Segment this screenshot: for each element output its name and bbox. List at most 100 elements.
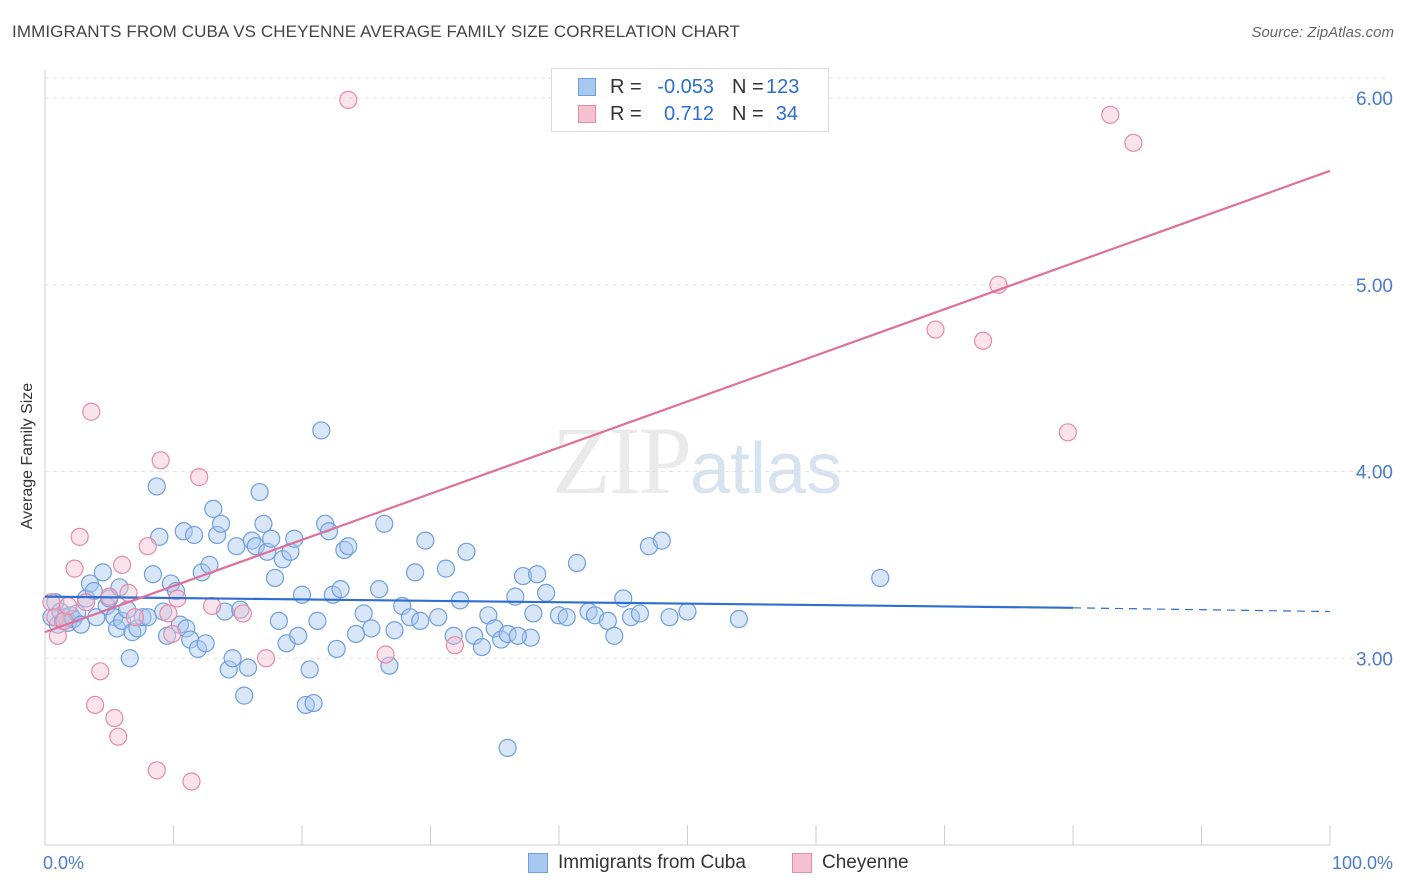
legend-r-value: -0.053	[657, 75, 714, 98]
cheyenne-point	[163, 624, 182, 644]
cuba-point	[223, 649, 242, 668]
x-tick-label: 0.0%	[43, 853, 84, 873]
cuba-point	[250, 482, 269, 502]
cuba-point	[304, 693, 323, 713]
cuba-point	[93, 563, 112, 582]
cheyenne-point	[125, 608, 145, 627]
cuba-point	[235, 686, 254, 705]
cuba-point	[227, 537, 246, 556]
cuba-point	[133, 608, 152, 627]
cheyenne-point	[202, 596, 222, 616]
cheyenne-point	[138, 537, 157, 556]
cuba-point	[300, 660, 319, 679]
cuba-point	[630, 604, 650, 623]
cuba-point	[346, 624, 366, 644]
cuba-point	[120, 649, 139, 668]
cuba-point	[354, 604, 373, 623]
bottom-legend-cheyenne: Cheyenne	[792, 852, 909, 874]
cheyenne-point	[233, 604, 252, 623]
cuba-point	[265, 568, 285, 588]
cheyenne-trend-line	[44, 169, 1331, 634]
legend-swatch-blue	[578, 78, 596, 96]
cheyenne-point	[82, 402, 101, 421]
cheyenne-point	[256, 649, 276, 668]
cuba-point	[370, 580, 389, 599]
cuba-point	[621, 608, 641, 627]
cuba-point	[339, 537, 358, 556]
cuba-point	[385, 621, 404, 640]
cuba-point	[508, 626, 527, 645]
cheyenne-point	[65, 559, 84, 578]
cuba-point	[498, 738, 517, 757]
cuba-point	[262, 529, 281, 548]
cuba-point	[196, 634, 215, 653]
cheyenne-point	[190, 468, 209, 487]
cuba-point	[174, 522, 193, 541]
cheyenne-point	[112, 555, 132, 574]
cuba-point	[204, 499, 223, 518]
cuba-point	[444, 626, 463, 645]
cuba-point	[605, 626, 624, 645]
cuba-point	[557, 608, 576, 627]
cuba-point	[331, 580, 350, 599]
cheyenne-point	[973, 331, 993, 350]
legend-box: R = -0.053 N = 123 R = 0.712 N = 34	[551, 68, 829, 132]
bottom-legend-label: Immigrants from Cuba	[558, 852, 746, 873]
cuba-trend-line	[44, 595, 1074, 609]
cheyenne-point	[46, 608, 65, 627]
bottom-legend-swatch-blue	[528, 853, 548, 873]
cuba-point	[128, 619, 147, 638]
y-tick-label: 4.00	[1356, 463, 1393, 484]
cheyenne-point	[182, 772, 201, 791]
cuba-trend-line-extension	[1072, 607, 1331, 613]
legend-swatch-pink	[578, 105, 596, 123]
cuba-point	[400, 608, 420, 627]
cuba-point	[614, 589, 633, 608]
cuba-point	[411, 611, 430, 631]
chart-title: IMMIGRANTS FROM CUBA VS CHEYENNE AVERAGE…	[12, 22, 741, 41]
cuba-point	[375, 514, 394, 533]
cuba-point	[292, 585, 312, 604]
cuba-point	[289, 626, 308, 645]
cheyenne-point	[926, 320, 945, 339]
cuba-point	[678, 602, 697, 621]
cuba-point	[110, 578, 129, 597]
bottom-legend-cuba: Immigrants from Cuba	[528, 852, 746, 874]
cheyenne-point	[376, 645, 395, 664]
cheyenne-point	[147, 761, 166, 780]
bottom-legend-label: Cheyenne	[822, 852, 909, 873]
cheyenne-point	[59, 596, 78, 616]
cuba-point	[238, 658, 258, 677]
cuba-point	[405, 563, 425, 582]
legend-n-label: N =	[732, 75, 764, 98]
cuba-point	[327, 639, 346, 659]
cuba-point	[312, 421, 331, 440]
legend-n-value: 34	[775, 102, 798, 125]
legend-row-cuba: R = -0.053 N = 123	[578, 74, 799, 100]
cuba-point	[457, 542, 476, 561]
legend-n-label: N =	[732, 102, 764, 125]
y-tick-label: 3.00	[1356, 649, 1393, 670]
cuba-point	[871, 568, 890, 588]
cheyenne-point	[151, 451, 170, 470]
legend-row-cheyenne: R = 0.712 N = 34	[578, 101, 798, 127]
cuba-point	[308, 611, 327, 631]
cheyenne-point	[1101, 105, 1120, 124]
cuba-point	[181, 630, 200, 649]
cuba-point	[380, 656, 399, 675]
legend-r-label: R =	[610, 75, 642, 98]
cuba-point	[537, 583, 556, 602]
cheyenne-point	[70, 527, 89, 546]
cuba-point	[436, 559, 456, 578]
cuba-point	[211, 514, 231, 533]
legend-r-label: R =	[610, 102, 642, 125]
cuba-point	[147, 477, 166, 496]
cheyenne-point	[445, 636, 465, 655]
watermark-atlas: atlas	[690, 429, 843, 509]
cheyenne-point	[105, 708, 124, 728]
cuba-point	[729, 609, 749, 629]
cuba-point	[660, 608, 679, 627]
cuba-point	[269, 611, 288, 631]
cuba-point	[567, 553, 587, 573]
cuba-point	[513, 566, 533, 586]
